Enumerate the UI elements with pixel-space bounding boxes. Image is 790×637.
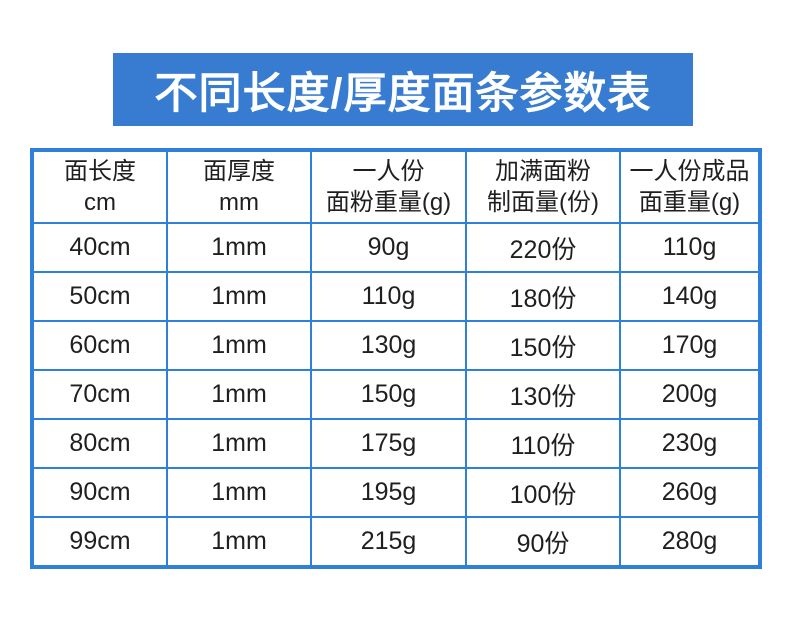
table-row: 80cm 1mm 175g 110份 230g — [31, 418, 761, 469]
page-title: 不同长度/厚度面条参数表 — [154, 69, 652, 118]
table-row: 90cm 1mm 195g 100份 260g — [31, 467, 761, 518]
table-cell: 90cm — [31, 467, 168, 518]
column-header-line1: 加满面粉 — [495, 157, 591, 185]
table-cell: 150份 — [465, 320, 621, 371]
table-cell: 1mm — [166, 320, 312, 371]
table-cell: 110g — [619, 222, 761, 273]
table-cell: 180份 — [465, 271, 621, 322]
column-header-line2: 面粉重量(g) — [325, 189, 452, 216]
table-cell: 40cm — [31, 222, 168, 273]
header-row: 面长度 cm 面厚度 mm 一人份 面粉重量(g) 加满面粉 制面量(份) 一人份成品 面重量(g… — [31, 149, 761, 224]
table-row: 70cm 1mm 150g 130份 200g — [31, 369, 761, 420]
table-cell: 130份 — [465, 369, 621, 420]
table-cell: 1mm — [166, 369, 312, 420]
table-cell: 100份 — [465, 467, 621, 518]
table-header: 面长度 cm 面厚度 mm 一人份 面粉重量(g) 加满面粉 制面量(份) 一人份成品 面重量(g… — [31, 149, 761, 224]
column-header: 一人份面粉重量(g) — [310, 149, 467, 224]
column-header-line2: mm — [219, 189, 259, 216]
column-header-line1: 面厚度 — [203, 157, 275, 185]
table-row: 40cm 1mm 90g 220份 110g — [31, 222, 761, 273]
column-header-line1: 面长度 — [64, 157, 136, 185]
table-cell: 140g — [619, 271, 761, 322]
table-cell: 1mm — [166, 418, 312, 469]
table-cell: 90g — [310, 222, 467, 273]
column-header-line1: 一人份成品 — [629, 157, 750, 185]
table-cell: 220份 — [465, 222, 621, 273]
table-cell: 50cm — [31, 271, 168, 322]
table-cell: 200g — [619, 369, 761, 420]
table-cell: 110份 — [465, 418, 621, 469]
table-cell: 1mm — [166, 271, 312, 322]
table-cell: 110g — [310, 271, 467, 322]
table-cell: 280g — [619, 516, 761, 568]
column-header-line2: 制面量(份) — [487, 189, 599, 216]
table-cell: 215g — [310, 516, 467, 568]
table-body: 40cm 1mm 90g 220份 110g 50cm 1mm 110g 180份 140g 60c… — [31, 222, 761, 568]
column-header-line1: 一人份 — [352, 157, 425, 185]
column-header: 加满面粉制面量(份) — [465, 149, 621, 224]
table-row: 50cm 1mm 110g 180份 140g — [31, 271, 761, 322]
title-banner: 不同长度/厚度面条参数表 — [113, 53, 693, 126]
table-row: 60cm 1mm 130g 150份 170g — [31, 320, 761, 371]
column-header: 面长度 cm — [31, 149, 168, 224]
table-cell: 1mm — [166, 516, 312, 568]
table-cell: 70cm — [31, 369, 168, 420]
table-cell: 130g — [310, 320, 467, 371]
table-row: 99cm 1mm 215g 90份 280g — [31, 516, 761, 568]
table-cell: 170g — [619, 320, 761, 371]
table-cell: 175g — [310, 418, 467, 469]
table-cell: 99cm — [31, 516, 168, 568]
table-cell: 80cm — [31, 418, 168, 469]
column-header-line2: 面重量(g) — [638, 189, 741, 216]
column-header-line2: cm — [84, 189, 116, 216]
table-cell: 1mm — [166, 467, 312, 518]
noodle-parameters-table: 面长度 cm 面厚度 mm 一人份 面粉重量(g) 加满面粉 制面量(份) 一人份成品 面重量(g… — [30, 148, 762, 569]
table-cell: 195g — [310, 467, 467, 518]
table-cell: 260g — [619, 467, 761, 518]
column-header: 面厚度 mm — [166, 149, 312, 224]
table-cell: 230g — [619, 418, 761, 469]
column-header: 一人份成品面重量(g) — [619, 149, 761, 224]
table-cell: 150g — [310, 369, 467, 420]
table-cell: 60cm — [31, 320, 168, 371]
table-cell: 1mm — [166, 222, 312, 273]
table-cell: 90份 — [465, 516, 621, 568]
